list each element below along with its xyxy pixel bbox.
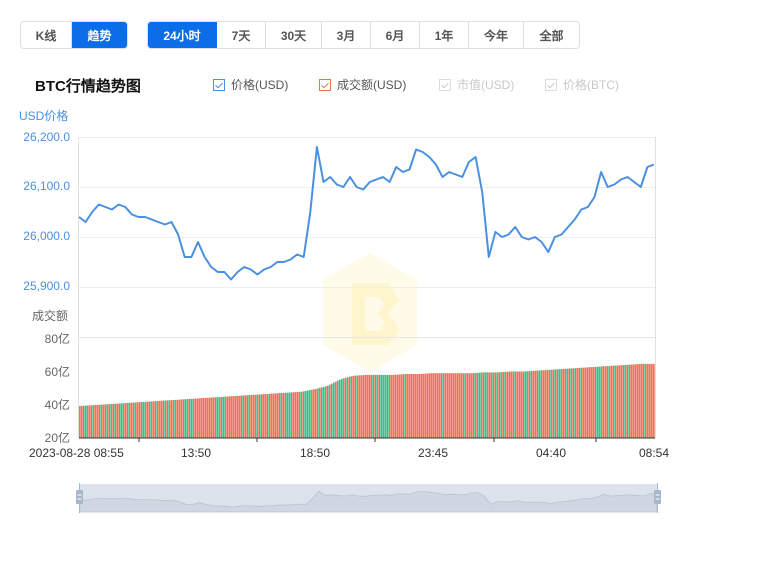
range-6m-button[interactable]: 6月 [371,22,420,48]
legend-price-btc[interactable]: 价格(BTC) [545,76,619,93]
legend-label: 价格(USD) [231,78,289,92]
price-line [78,146,655,281]
range-7d-button[interactable]: 7天 [217,22,266,48]
view-mode-toggle: K线 趋势 [20,21,128,49]
range-3m-button[interactable]: 3月 [322,22,371,48]
range-all-button[interactable]: 全部 [524,22,579,48]
chart-title: BTC行情趋势图 [35,78,141,95]
x-tick: 08:54 [639,446,670,460]
watermark-logo-icon [323,253,417,372]
volume-tick: 80亿 [44,332,70,346]
range-1y-button[interactable]: 1年 [420,22,469,48]
legend-price-usd[interactable]: 价格(USD) [213,76,288,93]
volume-bars [79,363,655,438]
price-tick: 26,000.0 [23,229,70,243]
price-tick: 25,900.0 [23,279,70,293]
slider-left-handle-icon[interactable] [76,490,83,504]
time-range-selector: 24小时 7天 30天 3月 6月 1年 今年 全部 [147,21,580,49]
trend-button[interactable]: 趋势 [72,22,127,48]
volume-tick: 20亿 [44,431,70,445]
range-ytd-button[interactable]: 今年 [469,22,524,48]
legend-label: 成交额(USD) [337,78,407,92]
price-tick: 26,100.0 [23,179,70,193]
price-axis-title: USD价格 [19,109,69,123]
price-tick: 26,200.0 [23,130,70,144]
checkbox-checked-icon[interactable] [319,78,331,91]
x-tick: 04:40 [536,446,567,460]
price-grid [78,137,656,438]
volume-tick: 40亿 [44,398,70,412]
x-axis-ticks [138,438,597,442]
legend-volume-usd[interactable]: 成交额(USD) [319,76,406,93]
checkbox-checked-icon[interactable] [213,78,225,91]
data-zoom-slider[interactable] [76,483,661,513]
legend-marketcap-usd[interactable]: 市值(USD) [439,76,514,93]
kline-button[interactable]: K线 [21,22,72,48]
legend-label: 市值(USD) [457,78,515,92]
x-tick: 2023-08-28 08:55 [29,446,124,460]
volume-axis-title: 成交额 [32,309,69,323]
checkbox-icon[interactable] [545,78,557,91]
x-tick: 18:50 [300,446,331,460]
legend-label: 价格(BTC) [563,78,619,92]
checkbox-icon[interactable] [439,78,451,91]
x-tick: 13:50 [181,446,212,460]
slider-right-handle-icon[interactable] [654,490,661,504]
range-24h-button[interactable]: 24小时 [148,22,217,48]
volume-tick: 60亿 [44,365,70,379]
range-30d-button[interactable]: 30天 [266,22,322,48]
x-tick: 23:45 [418,446,449,460]
